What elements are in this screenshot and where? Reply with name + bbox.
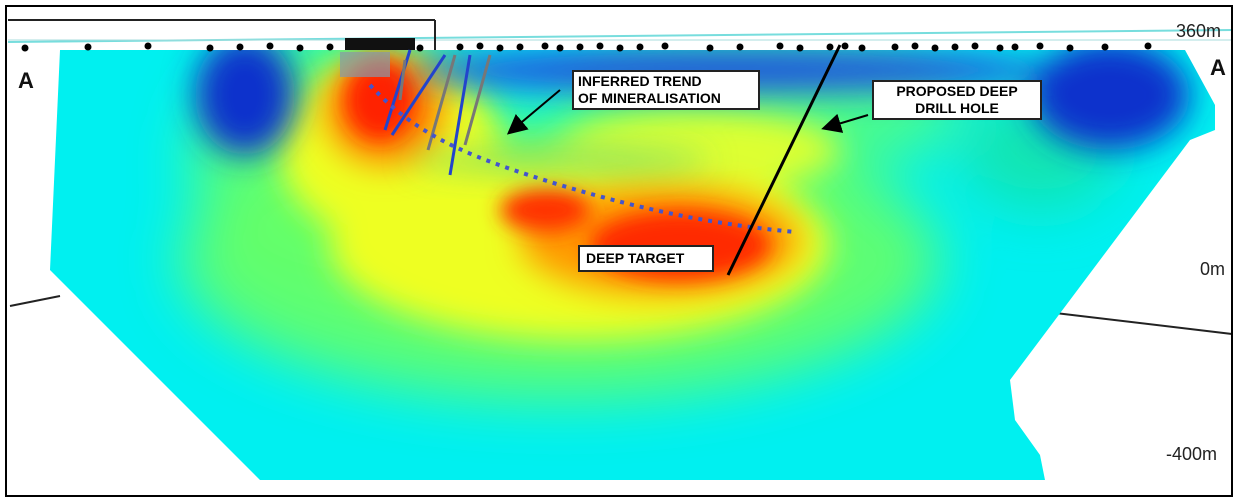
drill-trace bbox=[463, 54, 492, 146]
elevation-bottom-label: -400m bbox=[1166, 444, 1218, 464]
proposed-drill-line2: DRILL HOLE bbox=[915, 100, 999, 116]
drill-collar bbox=[1144, 42, 1152, 50]
proposed-drill-callout: PROPOSED DEEP DRILL HOLE bbox=[872, 80, 1042, 120]
drill-collar bbox=[776, 42, 784, 50]
drill-collar bbox=[596, 42, 604, 50]
drill-collar bbox=[516, 43, 524, 51]
drill-collar bbox=[206, 44, 214, 52]
drill-collar bbox=[911, 42, 919, 50]
section-line-right bbox=[1029, 309, 1233, 335]
drill-traces bbox=[340, 49, 492, 176]
drill-trace bbox=[398, 59, 407, 101]
drill-collar bbox=[971, 42, 979, 50]
arrow-icon bbox=[821, 113, 869, 133]
drill-collar bbox=[496, 44, 504, 52]
proposed-drill-hole bbox=[726, 44, 842, 276]
deep-target-callout: DEEP TARGET bbox=[578, 245, 714, 272]
drill-collar bbox=[931, 44, 939, 52]
drill-collar bbox=[296, 44, 304, 52]
drill-collar bbox=[84, 43, 92, 51]
drill-collar bbox=[951, 43, 959, 51]
drill-collar bbox=[1066, 44, 1074, 52]
drill-collar bbox=[841, 42, 849, 50]
drill-collar bbox=[236, 43, 244, 51]
drill-collar bbox=[796, 44, 804, 52]
inferred-trend-callout: INFERRED TREND OF MINERALISATION bbox=[572, 70, 760, 110]
drill-collar bbox=[144, 42, 152, 50]
drill-collar bbox=[636, 43, 644, 51]
drill-collar bbox=[416, 44, 424, 52]
drill-collar bbox=[1101, 43, 1109, 51]
drill-collar bbox=[616, 44, 624, 52]
inferred-trend-line1: INFERRED TREND bbox=[578, 73, 702, 89]
drill-trace bbox=[426, 54, 457, 151]
drill-collar bbox=[476, 42, 484, 50]
proposed-drill-line1: PROPOSED DEEP bbox=[896, 83, 1018, 99]
drill-collar bbox=[736, 43, 744, 51]
drill-collar bbox=[1036, 42, 1044, 50]
drill-trace bbox=[448, 54, 472, 176]
drill-trace bbox=[390, 54, 447, 136]
drill-collar bbox=[1011, 43, 1019, 51]
drill-collar-cluster bbox=[345, 38, 415, 50]
section-line-left bbox=[9, 295, 61, 307]
drill-collar bbox=[858, 44, 866, 52]
inferred-trend-line2: OF MINERALISATION bbox=[578, 90, 721, 106]
drill-collars bbox=[21, 38, 1152, 52]
elevation-zero-label: 0m bbox=[1200, 259, 1226, 279]
drill-collar bbox=[266, 42, 274, 50]
drill-collar bbox=[996, 44, 1004, 52]
drill-cluster bbox=[340, 52, 390, 77]
drill-collar bbox=[541, 42, 549, 50]
drill-collar bbox=[891, 43, 899, 51]
deep-target-label: DEEP TARGET bbox=[586, 250, 685, 266]
drill-collar bbox=[576, 43, 584, 51]
drill-collar bbox=[326, 43, 334, 51]
drill-collar bbox=[661, 42, 669, 50]
section-end-label: A bbox=[1210, 55, 1226, 80]
drill-collar bbox=[456, 43, 464, 51]
arrow-icon bbox=[506, 89, 561, 135]
drill-collar bbox=[826, 43, 834, 51]
drill-collar bbox=[706, 44, 714, 52]
drill-collar bbox=[556, 44, 564, 52]
section-start-label: A bbox=[18, 68, 34, 93]
drill-collar bbox=[21, 44, 29, 52]
elevation-top-label: 360m bbox=[1176, 21, 1222, 41]
